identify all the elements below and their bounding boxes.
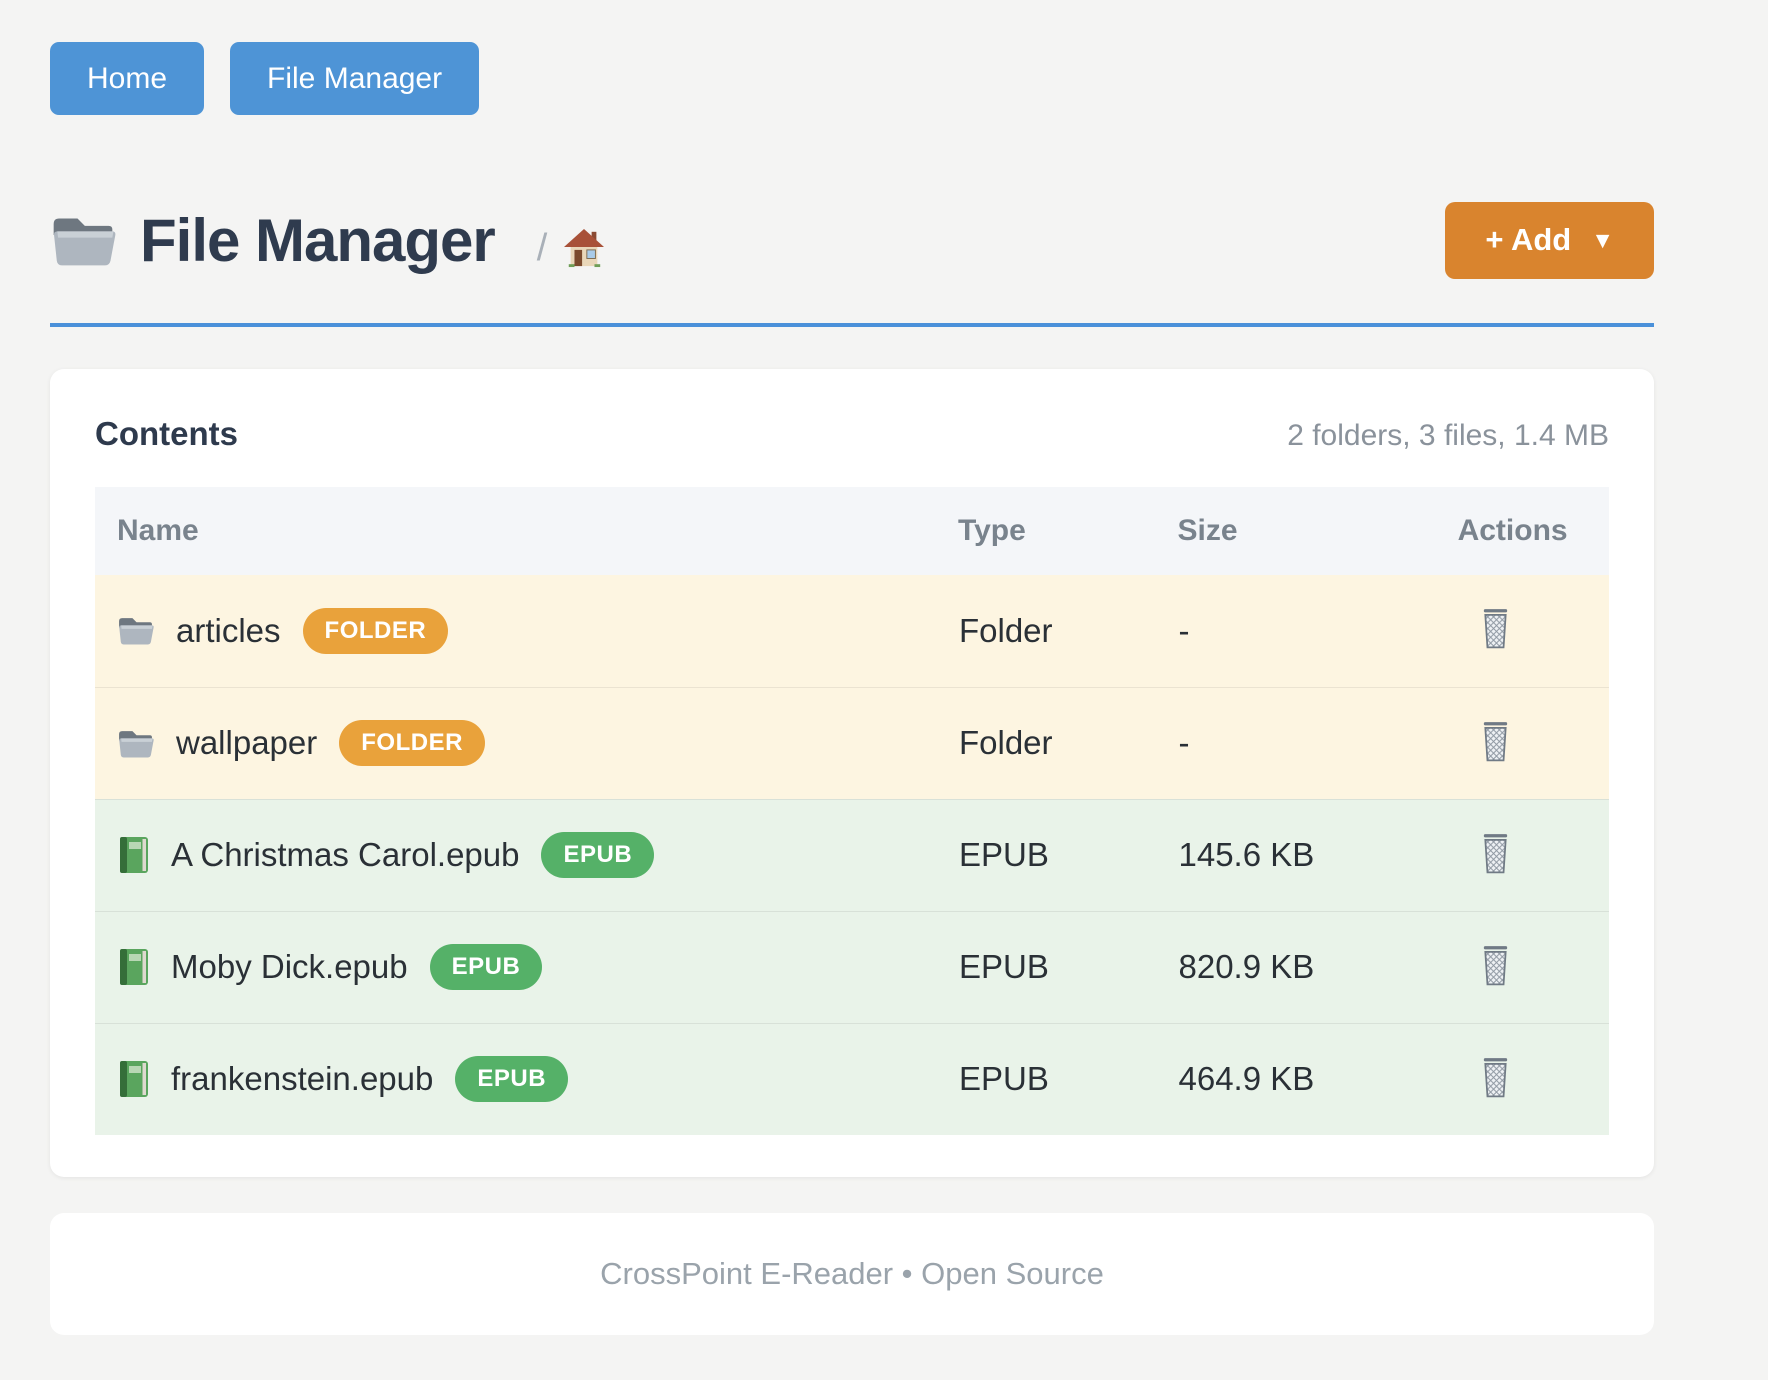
book-icon [117, 1060, 149, 1098]
page-title: File Manager [140, 206, 496, 274]
contents-card: Contents 2 folders, 3 files, 1.4 MB Name… [50, 369, 1654, 1177]
file-size: - [1178, 724, 1190, 761]
delete-button[interactable] [1475, 717, 1516, 769]
delete-button[interactable] [1475, 829, 1516, 881]
file-size: - [1178, 611, 1190, 649]
column-header-type: Type [957, 487, 1178, 575]
delete-button[interactable] [1475, 1053, 1516, 1105]
file-type: Folder [958, 611, 1053, 649]
trash-icon [1479, 608, 1512, 652]
type-badge: FOLDER [302, 607, 449, 654]
file-type: EPUB [958, 1060, 1049, 1098]
add-button[interactable]: + Add ▼ [1445, 201, 1654, 279]
trash-icon [1479, 945, 1512, 989]
delete-button[interactable] [1475, 941, 1516, 993]
card-title: Contents [95, 415, 238, 452]
delete-button[interactable] [1475, 604, 1516, 656]
file-size: 464.9 KB [1178, 1060, 1315, 1098]
folder-icon [50, 213, 116, 268]
book-icon [117, 836, 149, 874]
table-row: A Christmas Carol.epub EPUB EPUB 145.6 K… [95, 799, 1609, 911]
folder-icon [117, 728, 154, 759]
add-button-label: + Add [1485, 222, 1572, 257]
book-icon [117, 948, 149, 986]
type-badge: EPUB [541, 832, 655, 878]
type-badge: EPUB [455, 1056, 569, 1103]
file-name[interactable]: frankenstein.epub [171, 1060, 434, 1098]
file-type: EPUB [958, 836, 1049, 873]
file-type: EPUB [958, 948, 1049, 985]
footer: CrossPoint E-Reader • Open Source [50, 1213, 1654, 1335]
file-name[interactable]: A Christmas Carol.epub [171, 836, 520, 873]
file-size: 820.9 KB [1178, 948, 1315, 985]
table-header-row: Name Type Size Actions [95, 487, 1609, 575]
page-header: File Manager / + Add ▼ [50, 193, 1654, 287]
breadcrumb-separator: / [536, 226, 548, 269]
breadcrumb: / [537, 227, 606, 270]
table-row: wallpaper FOLDER Folder - [95, 687, 1609, 799]
trash-icon [1479, 833, 1512, 877]
table-row: articles FOLDER Folder - [95, 575, 1609, 687]
column-header-actions: Actions [1457, 487, 1609, 575]
home-icon[interactable] [563, 228, 605, 268]
file-table: Name Type Size Actions articles FOLDER F… [95, 487, 1609, 1135]
nav-button-file-manager[interactable]: File Manager [230, 42, 480, 115]
file-name[interactable]: articles [176, 611, 281, 649]
folder-icon [117, 615, 154, 646]
file-type: Folder [958, 724, 1053, 761]
nav-button-home[interactable]: Home [50, 42, 205, 115]
type-badge: FOLDER [339, 720, 485, 766]
table-row: Moby Dick.epub EPUB EPUB 820.9 KB [95, 911, 1609, 1023]
footer-text: CrossPoint E-Reader • Open Source [600, 1256, 1104, 1291]
column-header-name: Name [95, 487, 958, 575]
type-badge: EPUB [429, 944, 543, 990]
column-header-size: Size [1177, 487, 1458, 575]
file-size: 145.6 KB [1178, 836, 1315, 873]
trash-icon [1479, 1057, 1512, 1101]
trash-icon [1479, 721, 1512, 765]
table-row: frankenstein.epub EPUB EPUB 464.9 KB [95, 1023, 1609, 1135]
top-nav: Home File Manager [50, 42, 1654, 115]
contents-summary: 2 folders, 3 files, 1.4 MB [1287, 419, 1609, 452]
file-table-body: articles FOLDER Folder - wallpaper FOLDE… [95, 575, 1609, 1135]
chevron-down-icon: ▼ [1591, 226, 1614, 253]
file-name[interactable]: Moby Dick.epub [171, 948, 408, 985]
title-divider [50, 323, 1654, 327]
file-name[interactable]: wallpaper [176, 724, 318, 761]
